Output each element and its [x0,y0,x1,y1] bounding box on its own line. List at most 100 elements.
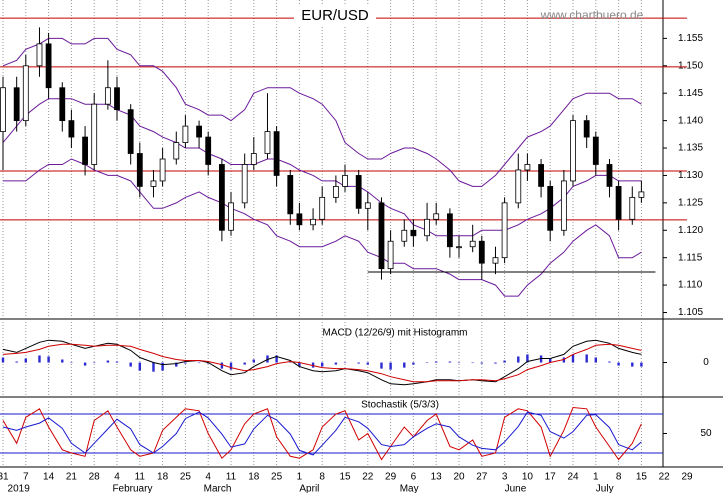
candle-body [0,87,6,132]
candle-body [287,175,294,215]
histogram-bar [243,362,246,365]
candle-body [424,218,430,237]
x-tick-label: 29 [681,472,693,483]
month-label: March [204,484,232,493]
candle-body [319,196,326,220]
histogram-bar [448,361,452,363]
x-tick-label: 11 [226,472,237,483]
histogram-bar [571,354,575,363]
stoch-title-bg [355,399,445,411]
x-tick-label: 14 [43,472,55,483]
macd-title: MACD (12/26/9) mit Histogramm [322,328,467,339]
candle-body [342,175,348,187]
candle-body [410,229,417,237]
histogram-bar [334,362,338,365]
y-tick-label: 0 [703,357,709,368]
title-bg [294,6,376,26]
y-tick-label: 50 [700,428,712,439]
series-line [2,406,642,461]
histogram-bar [357,362,360,364]
histogram-bar [366,362,369,365]
histogram-bar [70,362,73,364]
x-tick-label: 4 [205,472,211,483]
series-line [2,343,642,383]
candle-body [91,103,98,165]
histogram-bar [229,362,233,370]
histogram-bar [24,358,27,363]
x-tick-label: 17 [545,472,557,483]
y-tick-label: 1.105 [678,307,703,318]
histogram-bar [435,361,438,363]
histogram-bar [380,362,383,369]
histogram-bar [161,362,164,371]
histogram-bar [503,360,506,363]
histogram-bar [517,356,520,363]
histogram-bar [15,361,18,363]
y-tick-label: 1.155 [678,33,703,44]
candle-body [45,43,52,89]
candle-body [433,213,440,220]
x-tick-label: 4 [114,472,120,483]
y-tick-label: 1.135 [678,143,703,154]
histogram-bar [457,362,461,364]
candle-body [387,240,394,270]
histogram-bar [152,362,155,372]
candle-body [570,120,576,182]
candle-body [59,87,66,122]
histogram-bar [412,362,415,365]
month-label: May [400,484,419,493]
histogram-bar [220,362,224,369]
y-tick-label: 1.130 [678,170,703,181]
candle-body [68,120,75,138]
y-tick-label: 1.110 [678,280,703,291]
x-tick-label: 1 [593,472,599,483]
x-tick-label: 25 [271,472,283,483]
candle-body [310,218,316,226]
x-tick-label: 18 [248,472,260,483]
candle-body [583,120,590,138]
histogram-bar [403,362,406,368]
candle-body [182,125,189,143]
histogram-bar [47,356,50,363]
month-label: February [112,484,152,493]
x-tick-label: 18 [157,472,169,483]
x-tick-label: 20 [453,472,465,483]
histogram-bar [138,362,141,371]
histogram-bar [480,362,483,364]
candle-body [159,158,166,182]
candle-body [205,136,212,165]
x-tick-label: 8 [319,472,325,483]
candle-body [364,202,371,209]
series-line [3,158,642,297]
stoch-title: Stochastik (5/3/3) [361,400,439,411]
candle-body [478,240,485,264]
histogram-bar [321,362,324,367]
chart-title: EUR/USD [301,7,369,24]
month-label: 2019 [8,484,31,493]
histogram-bar [106,360,110,363]
candle-body [173,142,180,160]
candle-body [13,87,20,122]
candle-body [241,164,248,204]
candle-body [401,229,408,242]
candle-body [36,43,43,67]
x-tick-label: 1 [297,472,303,483]
candle-body [273,131,280,176]
histogram-bar [585,354,588,363]
x-tick-label: 15 [636,472,648,483]
candle-body [136,153,143,187]
x-tick-label: 25 [180,472,192,483]
x-tick-label: 11 [135,472,146,483]
x-tick-label: 28 [89,472,101,483]
candle-body [560,180,567,231]
x-tick-label: 21 [66,472,78,483]
x-tick-label: 27 [476,472,488,483]
x-tick-label: 24 [567,472,579,483]
candle-body [469,240,476,248]
month-label: July [596,484,614,493]
histogram-bar [61,359,64,363]
candle-body [629,196,636,220]
histogram-bar [311,362,315,368]
